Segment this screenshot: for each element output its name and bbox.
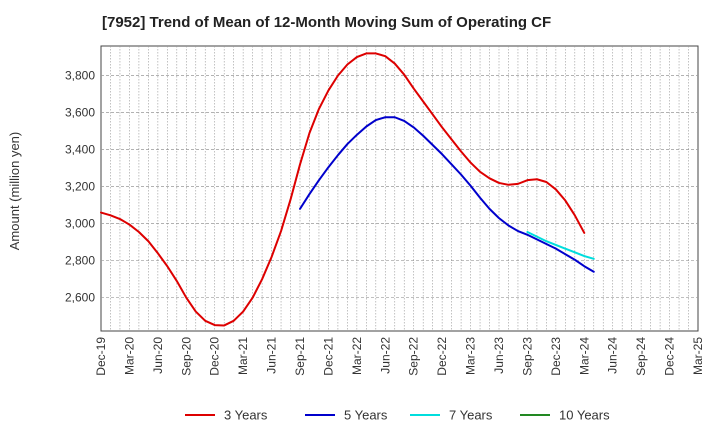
plot-area: [100, 45, 699, 332]
x-tick-label: Sep-21: [293, 337, 307, 376]
x-tick-label: Sep-24: [634, 337, 648, 376]
series-line-5-years: [299, 116, 595, 273]
x-tick-label: Sep-22: [407, 337, 421, 376]
x-tick-label: Mar-21: [236, 337, 250, 375]
series-line-3-years: [100, 52, 586, 327]
y-tick-label: 2,600: [65, 291, 95, 305]
x-tick-label: Jun-22: [378, 337, 392, 374]
y-tick-label: 3,200: [65, 180, 95, 194]
y-tick-label: 3,800: [65, 69, 95, 83]
x-tick-label: Mar-22: [350, 337, 364, 375]
series-line-7-years: [526, 230, 595, 260]
x-tick-label: Mar-24: [577, 337, 591, 375]
x-tick-label: Sep-20: [179, 337, 193, 376]
x-tick-label: Sep-23: [520, 337, 534, 376]
x-tick-label: Mar-20: [122, 337, 136, 375]
x-tick-label: Jun-23: [492, 337, 506, 374]
x-tick-label: Dec-21: [321, 337, 335, 376]
x-tick-label: Mar-23: [464, 337, 478, 375]
x-tick-labels: Dec-19 Mar-20 Jun-20 Sep-20 Dec-20 Mar-21 Jun-…: [94, 337, 705, 376]
legend-label: 3 Years: [224, 408, 268, 423]
x-tick-label: Dec-20: [208, 337, 222, 376]
x-tick-label: Dec-19: [94, 337, 108, 376]
series-layer: [100, 52, 595, 327]
x-tick-label: Jun-20: [151, 337, 165, 374]
legend-label: 7 Years: [449, 408, 493, 423]
chart-title: [7952] Trend of Mean of 12-Month Moving …: [102, 14, 551, 31]
legend: 3 Years 5 Years 7 Years 10 Years: [185, 408, 610, 423]
x-tick-label: Mar-25: [691, 337, 705, 375]
y-tick-labels: 2,600 2,800 3,000 3,200 3,400 3,600 3,800: [65, 69, 95, 305]
legend-label: 10 Years: [559, 408, 610, 423]
y-tick-label: 3,400: [65, 143, 95, 157]
y-axis-label: Amount (million yen): [7, 132, 22, 251]
legend-label: 5 Years: [344, 408, 388, 423]
x-tick-label: Dec-24: [663, 337, 677, 376]
x-tick-label: Dec-22: [435, 337, 449, 376]
y-tick-label: 2,800: [65, 254, 95, 268]
x-tick-label: Jun-21: [265, 337, 279, 374]
x-tick-label: Dec-23: [549, 337, 563, 376]
x-tick-label: Jun-24: [606, 337, 620, 374]
grid-layer: [101, 46, 698, 331]
y-tick-label: 3,000: [65, 217, 95, 231]
y-tick-label: 3,600: [65, 106, 95, 120]
